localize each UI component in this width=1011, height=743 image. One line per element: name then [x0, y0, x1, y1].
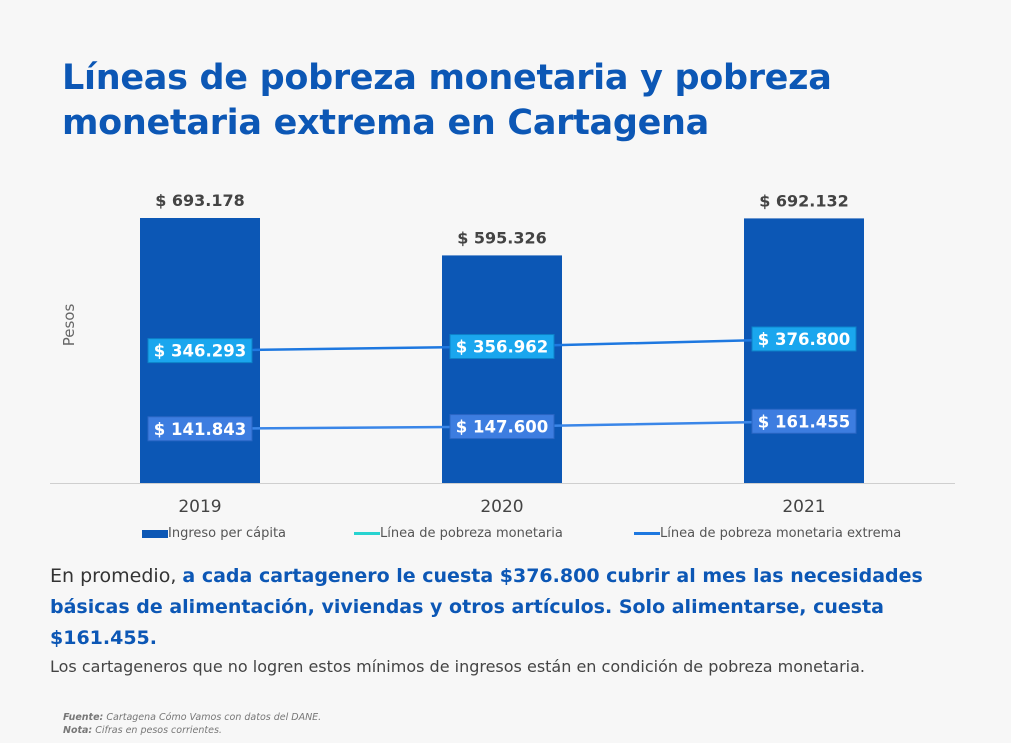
source-label: Fuente:	[63, 712, 104, 723]
line-value-label-pobreza-extrema-2020: $ 147.600	[456, 418, 548, 437]
x-tick-label-2020: 2020	[480, 497, 523, 517]
legend-label-ingreso: Ingreso per cápita	[168, 526, 287, 541]
line-value-label-pobreza-extrema-2019: $ 141.843	[154, 420, 246, 439]
line-value-label-pobreza-2020: $ 356.962	[456, 338, 548, 357]
legend-item-pobreza: Línea de pobreza monetaria	[354, 526, 563, 541]
x-tick-label-2021: 2021	[782, 497, 825, 517]
legend-item-pobreza-extrema: Línea de pobreza monetaria extrema	[634, 526, 901, 541]
bar-value-label-2019: $ 693.178	[155, 191, 245, 210]
chart-title: Líneas de pobreza monetaria y pobreza mo…	[62, 56, 962, 146]
legend-label-pobreza: Línea de pobreza monetaria	[380, 526, 563, 541]
line-value-label-pobreza-2019: $ 346.293	[154, 342, 246, 361]
legend-swatch-line-extrema	[634, 532, 660, 535]
bar-value-label-2021: $ 692.132	[759, 191, 849, 210]
source-line: Fuente: Cartagena Cómo Vamos con datos d…	[63, 711, 321, 724]
legend-item-ingreso: Ingreso per cápita	[142, 526, 286, 541]
source-notes: Fuente: Cartagena Cómo Vamos con datos d…	[63, 711, 321, 737]
line-value-label-pobreza-extrema-2021: $ 161.455	[758, 412, 850, 431]
legend-label-pobreza-extrema: Línea de pobreza monetaria extrema	[660, 526, 902, 541]
nota-text: Cifras en pesos corrientes.	[92, 725, 222, 736]
bar-2020	[442, 255, 562, 483]
legend-swatch-line-pobreza	[354, 532, 380, 535]
summary-text: En promedio, a cada cartagenero le cuest…	[50, 561, 980, 654]
line-label-box-pobreza-extrema-2020	[449, 414, 555, 440]
summary-intro: En promedio,	[50, 565, 183, 587]
chart-title-line-2: monetaria extrema en Cartagena	[62, 103, 709, 143]
y-axis-label: Pesos	[60, 304, 78, 347]
chart-title-line-1: Líneas de pobreza monetaria y pobreza	[62, 58, 832, 98]
line-label-box-pobreza-2020	[449, 334, 555, 360]
line-value-label-pobreza-2021: $ 376.800	[758, 330, 850, 349]
legend: Ingreso per cápita Línea de pobreza mone…	[142, 526, 942, 546]
line-label-box-pobreza-extrema-2019	[147, 416, 253, 442]
bar-value-label-2020: $ 595.326	[457, 228, 547, 247]
summary-highlight: a cada cartagenero le cuesta $376.800 cu…	[50, 565, 923, 649]
legend-swatch-bar	[142, 529, 168, 538]
line-label-box-pobreza-2019	[147, 338, 253, 364]
note-text: Los cartageneros que no logren estos mín…	[50, 657, 866, 676]
line-label-box-pobreza-extrema-2021	[751, 408, 857, 434]
nota-label: Nota:	[63, 725, 93, 736]
line-label-box-pobreza-2021	[751, 326, 857, 352]
x-tick-label-2019: 2019	[178, 497, 221, 517]
chart: Pesos $ 693.178 $ 595.326 $ 692.132 $ 346.29…	[50, 191, 955, 517]
source-text: Cartagena Cómo Vamos con datos del DANE.	[103, 712, 322, 723]
note-line: Nota: Cifras en pesos corrientes.	[63, 724, 321, 737]
